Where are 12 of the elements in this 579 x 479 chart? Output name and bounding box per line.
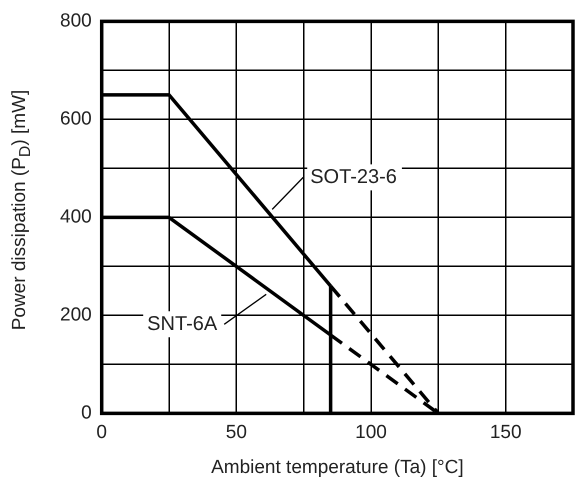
x-tick-label: 50 <box>226 422 247 444</box>
x-tick-label: 150 <box>490 422 522 444</box>
x-tick-label: 100 <box>355 422 387 444</box>
y-tick-label: 0 <box>81 402 92 424</box>
y-tick-label: 200 <box>60 304 92 326</box>
y-tick-label: 600 <box>60 108 92 130</box>
text: SOT-23-6 <box>310 166 397 188</box>
y-tick-label: 800 <box>60 10 92 32</box>
x-tick-label: 0 <box>96 422 107 444</box>
y-tick-label: 400 <box>60 206 92 228</box>
text: SNT-6A <box>147 312 218 335</box>
x-axis-title: Ambient temperature (Ta) [°C] <box>211 456 464 478</box>
